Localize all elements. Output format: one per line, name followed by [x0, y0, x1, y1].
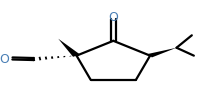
Text: O: O [0, 53, 9, 65]
Polygon shape [148, 48, 177, 58]
Polygon shape [58, 39, 80, 57]
Text: O: O [108, 11, 118, 24]
